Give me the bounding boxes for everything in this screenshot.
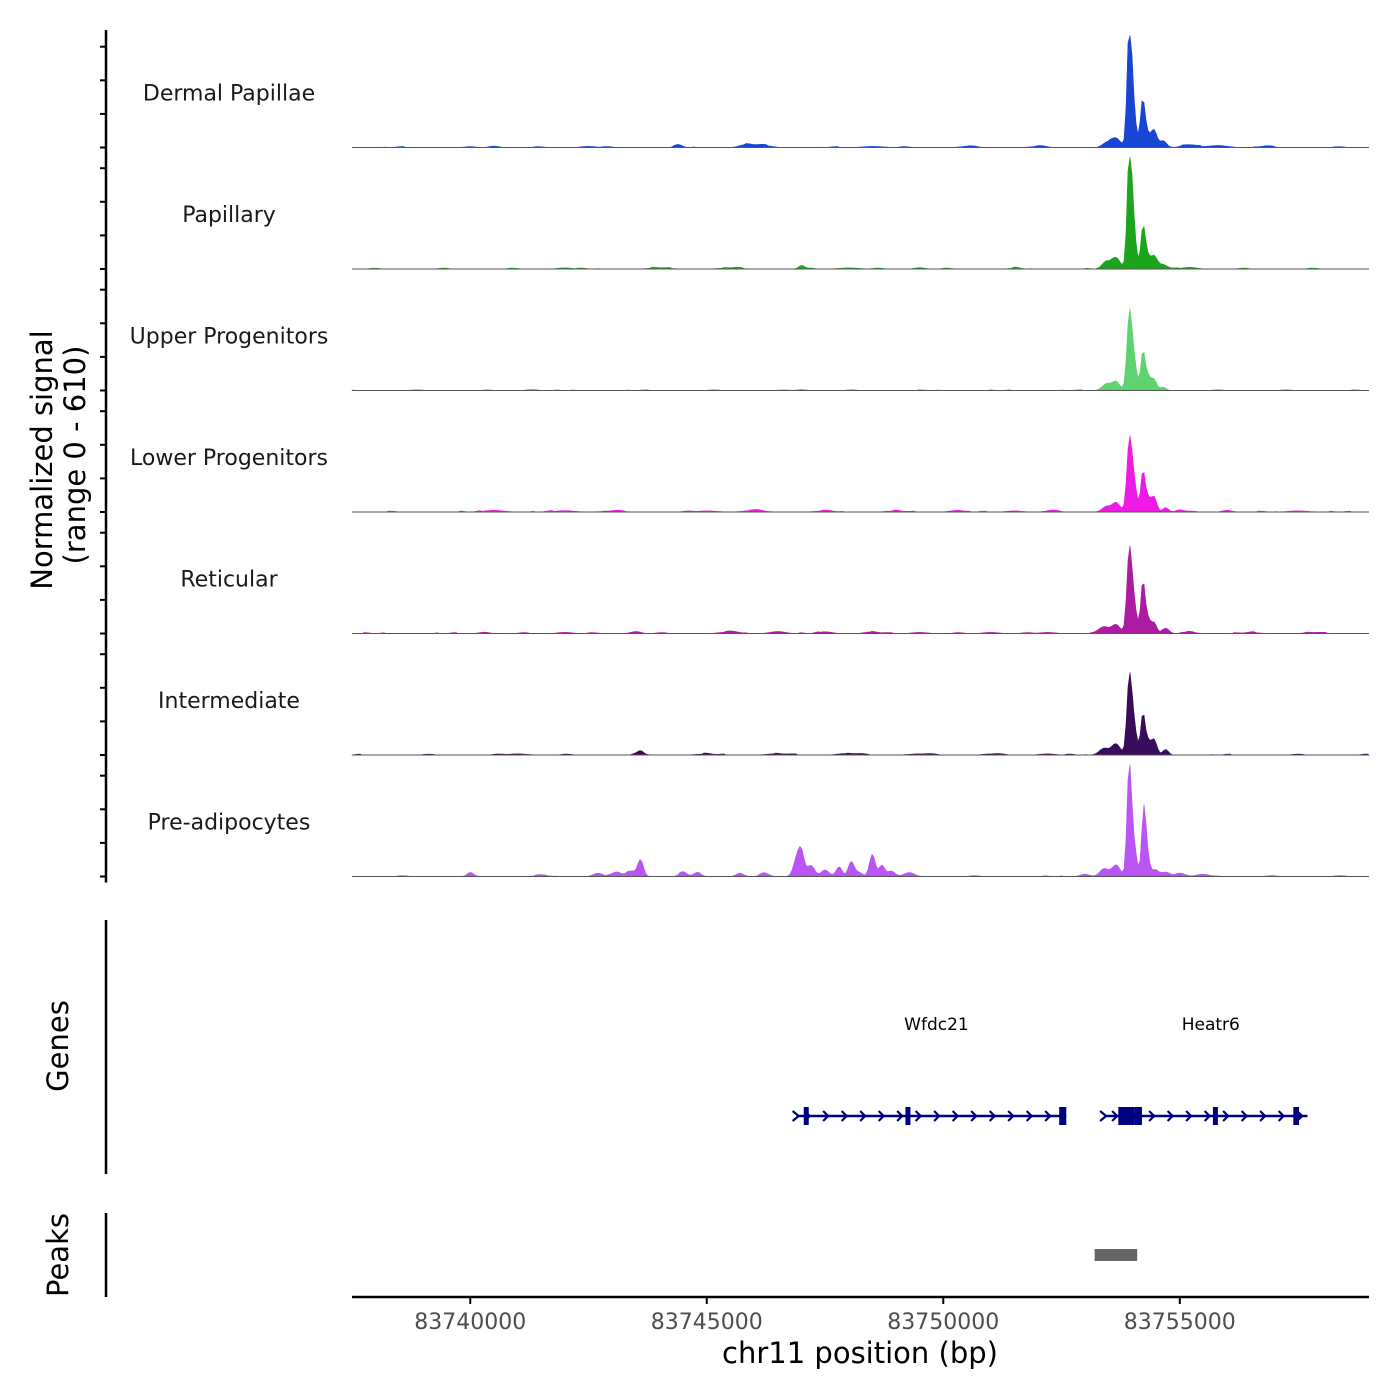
strand-arrow	[859, 1110, 867, 1122]
strand-arrow	[1185, 1110, 1193, 1122]
signal-area	[352, 545, 1369, 634]
track-label: Papillary	[182, 203, 276, 228]
x-tick-label: 83745000	[651, 1310, 763, 1335]
x-axis: 83740000 83745000 83750000 83755000 chr11 p…	[352, 1295, 1369, 1370]
signal-area	[352, 764, 1369, 877]
track-papillary: Papillary	[100, 156, 1369, 270]
track-lower-progenitors: Lower Progenitors	[100, 410, 1369, 513]
genes-track-label: Genes	[41, 1000, 75, 1092]
strand-arrow	[822, 1110, 830, 1122]
track-label: Pre-adipocytes	[148, 811, 311, 836]
strand-arrow	[1111, 1110, 1119, 1122]
peak-region	[1094, 1249, 1138, 1261]
track-label: Reticular	[180, 568, 278, 593]
strand-arrow	[1222, 1110, 1230, 1122]
track-upper-progenitors: Upper Progenitors	[100, 288, 1370, 392]
track-reticular: Reticular	[100, 531, 1369, 635]
strand-arrow	[951, 1110, 960, 1122]
strand-arrow	[1240, 1110, 1249, 1122]
strand-arrow	[1025, 1110, 1034, 1122]
track-dermal-papillae: Dermal Papillae	[100, 35, 1369, 149]
strand-arrow	[1148, 1110, 1156, 1122]
strand-arrow	[914, 1110, 923, 1122]
track-label: Lower Progenitors	[130, 446, 328, 471]
signal-area	[351, 308, 1370, 391]
coverage-tracks: Dermal Papillae Papillary Upper Progenitor…	[100, 30, 1370, 883]
strand-arrow	[933, 1110, 941, 1122]
strand-arrow	[1166, 1110, 1175, 1122]
peaks-track: Peaks	[41, 1213, 1138, 1297]
exon	[1059, 1107, 1067, 1125]
strand-arrow	[791, 1110, 801, 1122]
x-tick-label: 83740000	[414, 1310, 526, 1335]
exon	[1118, 1107, 1135, 1125]
strand-arrow	[1259, 1110, 1267, 1122]
strand-arrow	[988, 1110, 997, 1122]
strand-arrow	[896, 1110, 904, 1122]
strand-arrow	[970, 1110, 978, 1122]
gene-label: Wfdc21	[904, 1015, 969, 1035]
peaks-track-label: Peaks	[41, 1213, 75, 1297]
signal-area	[351, 672, 1370, 756]
gene-heatr6: Heatr6	[1099, 1015, 1308, 1125]
strand-arrow	[1203, 1110, 1212, 1122]
x-tick-label: 83755000	[1124, 1310, 1236, 1335]
x-axis-title: chr11 position (bp)	[722, 1336, 998, 1370]
gene-wfdc21: Wfdc21	[791, 1015, 1067, 1125]
genes-track: Genes Wfdc21 Heatr6	[41, 920, 1308, 1174]
exon	[1293, 1107, 1299, 1125]
signal-area	[352, 156, 1369, 270]
track-label: Upper Progenitors	[130, 325, 329, 350]
y-axis-title-line2: (range 0 - 610)	[58, 346, 92, 565]
signal-area	[352, 435, 1369, 513]
x-tick-label: 83750000	[887, 1310, 999, 1335]
strand-arrow	[1277, 1110, 1286, 1122]
exon	[1212, 1107, 1218, 1125]
exon	[803, 1107, 809, 1125]
track-pre-adipocytes: Pre-adipocytes	[100, 764, 1369, 878]
exon	[905, 1107, 911, 1125]
y-axis-title-line1: Normalized signal	[25, 330, 59, 589]
strand-arrow	[1007, 1110, 1015, 1122]
strand-arrow	[840, 1110, 849, 1122]
strand-arrow	[1044, 1110, 1052, 1122]
strand-arrow	[1099, 1110, 1108, 1122]
exon	[1134, 1107, 1142, 1125]
track-label: Dermal Papillae	[143, 82, 315, 107]
track-intermediate: Intermediate	[100, 653, 1370, 756]
strand-arrow	[877, 1110, 886, 1122]
y-axis-title: Normalized signal (range 0 - 610)	[25, 330, 92, 589]
signal-area	[352, 35, 1369, 148]
gene-label: Heatr6	[1182, 1015, 1240, 1035]
track-label: Intermediate	[158, 689, 300, 714]
